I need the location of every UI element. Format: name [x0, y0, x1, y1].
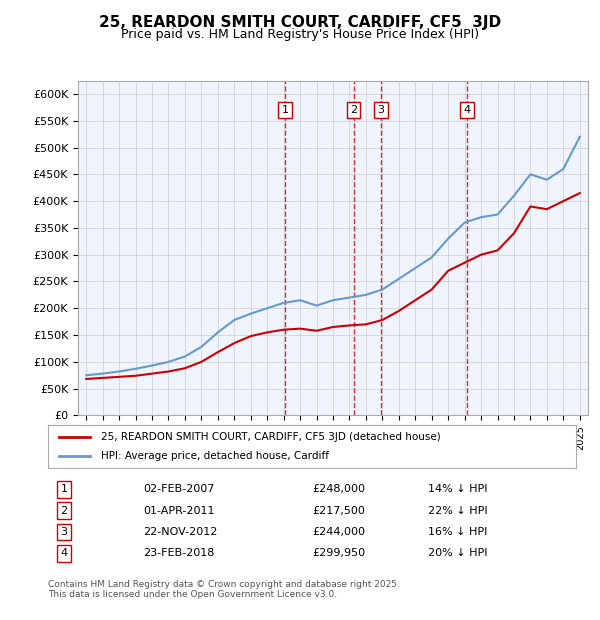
Text: £299,950: £299,950 [312, 548, 365, 559]
Text: 22-NOV-2012: 22-NOV-2012 [143, 527, 217, 537]
Text: 16% ↓ HPI: 16% ↓ HPI [428, 527, 488, 537]
Text: 2: 2 [350, 105, 357, 115]
Text: HPI: Average price, detached house, Cardiff: HPI: Average price, detached house, Card… [101, 451, 329, 461]
Text: 3: 3 [377, 105, 384, 115]
Text: 23-FEB-2018: 23-FEB-2018 [143, 548, 214, 559]
Text: £248,000: £248,000 [312, 484, 365, 494]
Text: 22% ↓ HPI: 22% ↓ HPI [428, 505, 488, 516]
Text: 02-FEB-2007: 02-FEB-2007 [143, 484, 214, 494]
Text: 25, REARDON SMITH COURT, CARDIFF, CF5  3JD: 25, REARDON SMITH COURT, CARDIFF, CF5 3J… [99, 16, 501, 30]
Text: 3: 3 [61, 527, 67, 537]
Text: 2: 2 [60, 505, 67, 516]
Text: 20% ↓ HPI: 20% ↓ HPI [428, 548, 488, 559]
Text: Price paid vs. HM Land Registry's House Price Index (HPI): Price paid vs. HM Land Registry's House … [121, 28, 479, 41]
Text: 25, REARDON SMITH COURT, CARDIFF, CF5 3JD (detached house): 25, REARDON SMITH COURT, CARDIFF, CF5 3J… [101, 432, 440, 442]
Text: 4: 4 [60, 548, 67, 559]
Text: 4: 4 [464, 105, 470, 115]
Text: 01-APR-2011: 01-APR-2011 [143, 505, 215, 516]
Text: Contains HM Land Registry data © Crown copyright and database right 2025.
This d: Contains HM Land Registry data © Crown c… [48, 580, 400, 599]
Text: £244,000: £244,000 [312, 527, 365, 537]
Text: 1: 1 [281, 105, 289, 115]
Text: £217,500: £217,500 [312, 505, 365, 516]
Text: 14% ↓ HPI: 14% ↓ HPI [428, 484, 488, 494]
Text: 1: 1 [61, 484, 67, 494]
